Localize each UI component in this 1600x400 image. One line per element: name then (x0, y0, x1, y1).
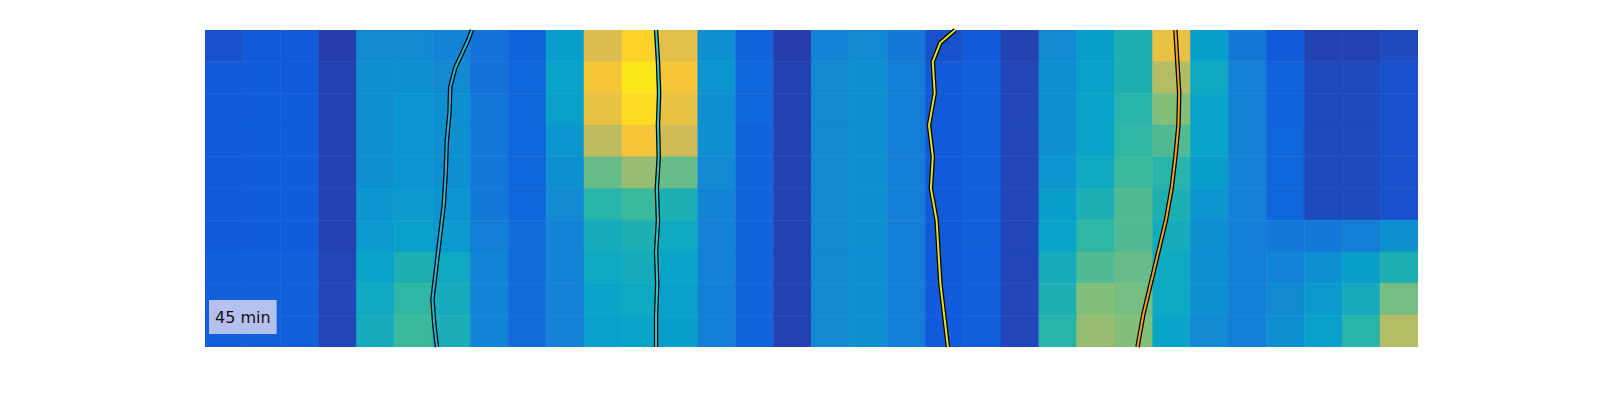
svg-text:45 min: 45 min (215, 308, 271, 327)
